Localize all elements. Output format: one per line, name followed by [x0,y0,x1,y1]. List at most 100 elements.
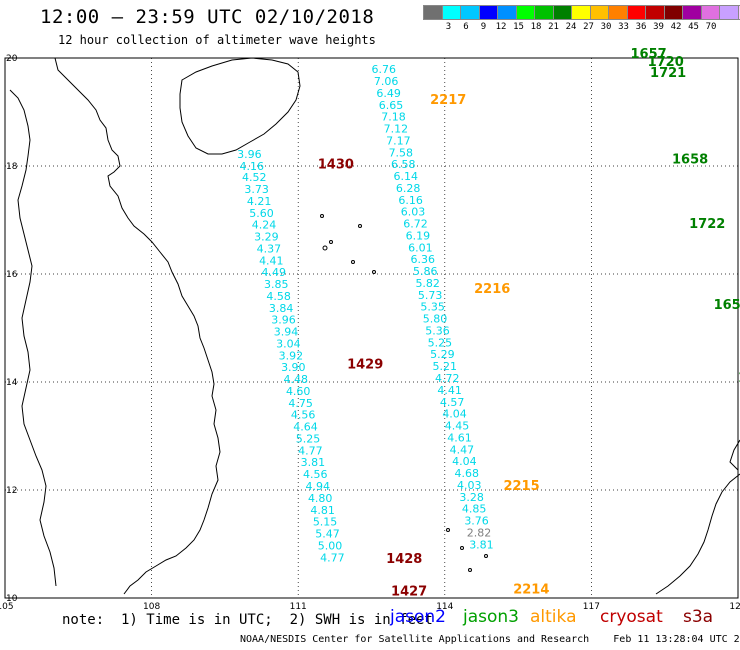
swh-value: 4.64 [293,421,318,434]
swh-value: 3.29 [254,231,279,244]
swh-value: 4.68 [455,467,480,480]
swh-value: 6.16 [398,194,423,207]
swh-value: 3.81 [301,456,326,469]
swh-value: 3.90 [281,361,306,374]
palawan-coastline [655,473,740,595]
altimeter-marks: 3.964.164.523.734.215.604.243.294.374.41… [237,47,740,599]
swh-value: 7.17 [386,134,411,147]
time-label: 17 [738,371,740,386]
swh-value: 4.75 [288,397,313,410]
legend-label: 12 [495,22,507,32]
mission-label-cryosat: cryosat [600,607,663,627]
lat-tick-label: 12 [6,486,17,496]
swh-value: 5.60 [249,207,274,220]
lat-lon-grid: 105 108 111 114 117 120 20 18 16 14 12 10 [0,54,740,612]
legend-label: 15 [513,22,524,32]
mission-label-jason3: jason3 [463,607,519,627]
swh-value: 3.73 [244,183,269,196]
time-label: 2216 [474,282,510,297]
swh-value: 4.94 [305,480,330,493]
swh-value: 7.06 [374,75,399,88]
swh-value: 3.28 [459,491,484,504]
time-label: 1430 [318,158,354,173]
swh-value: 5.21 [433,360,458,373]
lat-tick-label: 14 [6,378,18,388]
swh-value: 3.94 [274,326,299,339]
legend-label: 36 [635,22,647,32]
lat-tick-label: 20 [6,54,18,64]
swh-value: 5.73 [418,289,443,302]
swh-value: 7.18 [381,111,406,124]
legend-label: 27 [583,22,594,32]
swh-value: 6.36 [411,253,436,266]
swh-value: 3.76 [464,515,489,528]
swh-value: 6.76 [371,63,396,76]
swh-value: 4.80 [308,492,333,505]
map-frame [4,57,739,599]
swh-value: 6.49 [376,87,401,100]
swh-value: 4.77 [298,444,323,457]
swh-value: 4.41 [259,254,284,267]
swh-value: 5.36 [425,324,450,337]
swh-value: 3.96 [271,314,296,327]
swh-value: 2.82 [467,526,492,539]
swh-value: 6.65 [379,99,404,112]
swh-value: 5.86 [413,265,438,278]
lat-tick-label: 10 [6,594,18,604]
swh-value: 3.92 [279,349,304,362]
mission-label-s3a: s3a [683,607,714,627]
swh-value: 4.60 [286,385,311,398]
swh-value: 6.14 [393,170,418,183]
luzon-coastline [729,439,740,471]
swh-value: 4.03 [457,479,482,492]
lat-tick-label: 18 [6,162,18,172]
swh-value: 4.61 [447,431,472,444]
legend-label: 18 [530,22,542,32]
gulf-coastline [9,89,57,587]
legend-label: 6 [463,22,469,32]
swh-value: 3.04 [276,337,301,350]
mission-label-altika: altika [530,607,577,627]
swh-value: 6.58 [391,158,416,171]
lon-tick-label: 120 [729,602,740,612]
legend-label: 30 [600,22,612,32]
mainland-coastline [54,57,221,595]
swh-value: 7.12 [384,123,409,136]
swh-value: 3.84 [269,302,294,315]
swh-value: 4.81 [310,504,335,517]
swh-value: 6.03 [401,206,426,219]
swh-value: 4.45 [445,420,470,433]
time-label: 1429 [347,358,383,373]
swh-value: 3.96 [237,148,262,161]
swh-value: 4.04 [452,455,477,468]
legend-color-bar [423,5,740,20]
swh-value: 4.47 [450,443,475,456]
legend-label: 9 [480,22,487,32]
swh-value: 6.72 [403,218,428,231]
swh-value: 5.25 [428,336,453,349]
swh-value: 5.15 [313,516,338,529]
swh-value: 4.21 [247,195,272,208]
time-label: 1428 [386,552,422,567]
time-label: 1658 [672,152,708,167]
coastline [9,57,740,595]
swh-value: 5.29 [430,348,455,361]
time-label: 2215 [503,479,539,494]
time-label: 1722 [689,217,725,232]
swh-value: 5.82 [415,277,440,290]
time-label: 1720 [648,55,684,70]
swh-value: 5.25 [296,432,321,445]
legend-label: 24 [565,22,577,32]
swh-value: 6.01 [408,241,433,254]
swh-value: 5.80 [423,313,448,326]
swh-value: 4.85 [462,503,487,516]
swh-value: 7.58 [389,146,414,159]
swh-value: 4.49 [262,266,287,279]
swh-value: 4.41 [437,384,462,397]
lon-tick-label: 105 [0,602,14,612]
legend-label: 33 [618,22,629,32]
swh-value: 4.58 [266,290,291,303]
